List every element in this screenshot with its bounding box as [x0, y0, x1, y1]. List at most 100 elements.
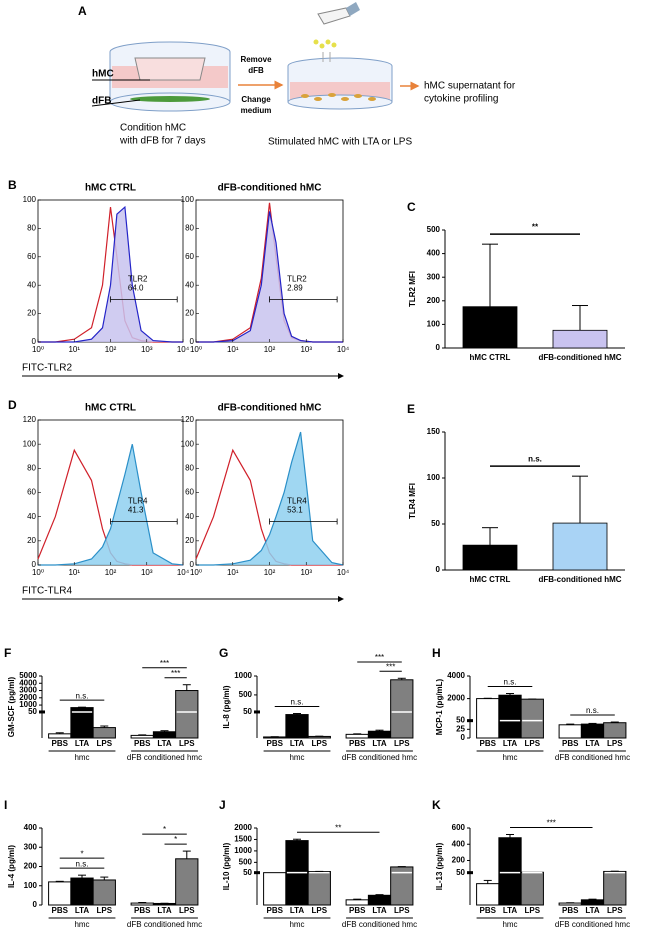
y-tick-label: 0 — [190, 560, 195, 569]
y-tick-label: 200 — [452, 856, 466, 865]
y-tick-label: 80 — [185, 224, 194, 233]
y-tick-label: 100 — [427, 320, 441, 329]
bar — [92, 879, 116, 906]
group-label: dFB conditioned hmc — [555, 753, 630, 762]
x-tick-label: LPS — [179, 906, 195, 915]
step: Change — [241, 95, 271, 104]
x-tick-label: 10⁴ — [337, 568, 350, 577]
y-tick-label: 400 — [24, 823, 38, 832]
x-tick-label: LTA — [75, 739, 90, 748]
plot-title: hMC CTRL — [85, 183, 136, 194]
y-tick-label: 4000 — [447, 671, 465, 680]
bar — [580, 899, 605, 906]
bar — [552, 522, 608, 571]
x-tick-label: LTA — [157, 739, 172, 748]
y-tick-label: 500 — [239, 690, 253, 699]
tube-cap — [346, 2, 360, 16]
x-tick-label: 10⁴ — [337, 345, 350, 354]
y-tick-label: 400 — [452, 839, 466, 848]
y-tick-label: 0 — [32, 337, 37, 346]
bar — [498, 694, 522, 739]
x-tick-label: 10¹ — [68, 568, 80, 577]
x-tick-label: PBS — [267, 906, 284, 915]
x-tick-label: PBS — [134, 739, 151, 748]
caption: Stimulated hMC with LTA or LPS — [268, 137, 412, 148]
y-tick-label: 50 — [456, 716, 465, 725]
x-tick-label: PBS — [562, 739, 579, 748]
step: dFB — [248, 66, 264, 75]
y-tick-label: 2000 — [447, 694, 465, 703]
panel-letter: C — [407, 200, 416, 214]
y-tick-label: 100 — [181, 195, 195, 204]
bar — [603, 722, 627, 739]
y-tick-label: 100 — [427, 473, 441, 482]
panel-letter: J — [219, 798, 226, 812]
group-label: dFB conditioned hmc — [342, 753, 417, 762]
y-tick-label: 60 — [27, 488, 36, 497]
y-tick-label: 0 — [190, 337, 195, 346]
y-axis-label: IL-4 (pg/ml) — [7, 845, 16, 888]
y-tick-label: 100 — [24, 881, 38, 890]
panel-letter: I — [4, 798, 7, 812]
bar — [345, 899, 369, 906]
y-tick-label: 40 — [27, 280, 36, 289]
step: medium — [241, 106, 272, 115]
gate-label: 41.3 — [128, 506, 144, 515]
group-label: hmc — [502, 920, 517, 929]
x-tick-label: PBS — [480, 906, 497, 915]
x-tick-label: LTA — [372, 739, 387, 748]
y-tick-label: 60 — [27, 252, 36, 261]
significance-label: ** — [335, 823, 341, 832]
x-tick-label: PBS — [349, 906, 366, 915]
significance-label: n.s. — [291, 698, 304, 707]
significance-label: ** — [532, 222, 539, 231]
bar — [390, 679, 414, 739]
x-tick-label: PBS — [267, 739, 284, 748]
x-tick-label: 10⁰ — [32, 568, 44, 577]
histogram-area — [196, 432, 343, 565]
x-tick-label: LPS — [312, 906, 328, 915]
group-label: dFB conditioned hmc — [127, 753, 202, 762]
bar — [367, 730, 392, 739]
dfb-layer — [130, 96, 210, 102]
y-tick-label: 50 — [243, 707, 252, 716]
x-tick-label: hMC CTRL — [470, 353, 511, 362]
caption: with dFB for 7 days — [119, 136, 206, 147]
bar — [152, 731, 177, 739]
group-label: dFB conditioned hmc — [342, 920, 417, 929]
significance-label: n.s. — [76, 859, 89, 868]
x-tick-label: PBS — [349, 739, 366, 748]
significance-label: n.s. — [528, 454, 542, 463]
x-tick-label: PBS — [480, 739, 497, 748]
x-axis-label: FITC-TLR4 — [22, 586, 72, 597]
output: hMC supernatant for — [424, 81, 516, 92]
y-tick-label: 3000 — [19, 686, 37, 695]
x-tick-label: 10⁰ — [190, 345, 202, 354]
y-tick-label: 400 — [427, 249, 441, 258]
x-tick-label: 10¹ — [227, 568, 239, 577]
y-tick-label: 40 — [185, 280, 194, 289]
x-tick-label: LTA — [75, 906, 90, 915]
x-tick-label: 10¹ — [227, 345, 239, 354]
y-tick-label: 500 — [239, 857, 253, 866]
bar — [307, 871, 331, 906]
x-tick-label: PBS — [52, 906, 69, 915]
bar — [175, 690, 199, 739]
y-tick-label: 1000 — [234, 846, 252, 855]
output: cytokine profiling — [424, 94, 498, 105]
x-tick-label: LTA — [503, 906, 518, 915]
y-tick-label: 50 — [28, 707, 37, 716]
schematic: A hMC dFB Condition hMC with dFB for 7 d… — [78, 2, 516, 148]
bar — [520, 871, 544, 906]
significance-label: *** — [375, 653, 384, 662]
y-tick-label: 0 — [33, 900, 38, 909]
x-tick-label: LPS — [97, 906, 113, 915]
bar — [48, 881, 72, 906]
x-tick-label: 10⁰ — [32, 345, 44, 354]
bar — [285, 714, 309, 739]
y-tick-label: 100 — [23, 195, 37, 204]
y-tick-label: 4000 — [19, 678, 37, 687]
y-tick-label: 40 — [185, 512, 194, 521]
group-label: hmc — [74, 920, 89, 929]
